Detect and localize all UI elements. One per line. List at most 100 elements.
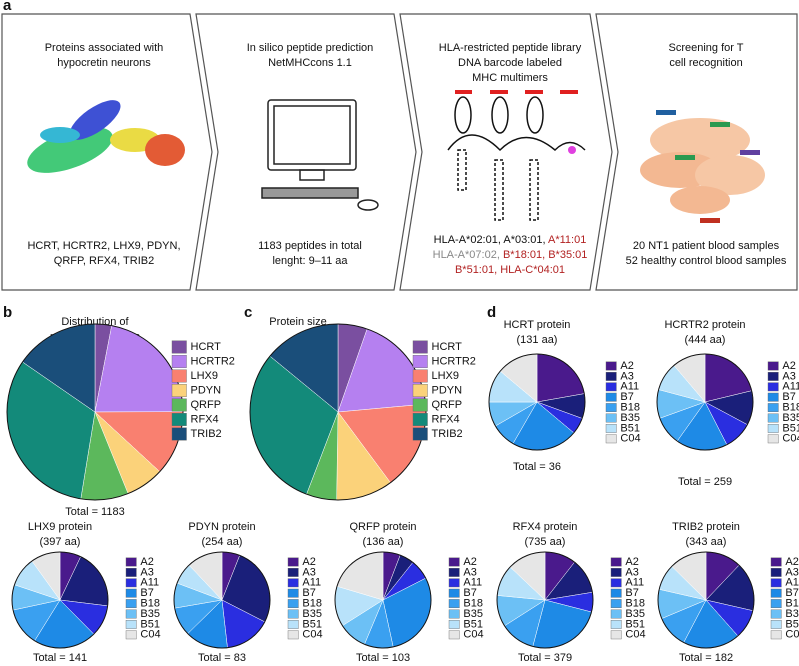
legend-swatch <box>287 588 299 598</box>
legend-label: A3 <box>782 370 795 382</box>
legend-label: B35 <box>140 608 160 620</box>
step-footer: HLA-A*02:01, A*03:01, A*11:01 <box>434 234 587 246</box>
legend-label: HCRTR2 <box>191 355 235 367</box>
legend-label: A11 <box>625 577 644 589</box>
legend-swatch <box>171 340 187 354</box>
legend-swatch <box>767 403 779 412</box>
mhc-multimers <box>447 90 586 221</box>
legend-swatch <box>171 427 187 441</box>
legend-swatch <box>412 355 428 368</box>
legend-swatch <box>770 588 782 598</box>
legend-swatch <box>605 413 617 423</box>
legend-swatch <box>287 620 299 629</box>
chart-title: HCRT protein <box>504 319 571 331</box>
legend-label: A2 <box>785 556 798 568</box>
legend-swatch <box>125 557 137 567</box>
legend-swatch <box>171 398 187 412</box>
legend-swatch <box>605 434 617 444</box>
step-heading: In silico peptide prediction <box>247 42 374 54</box>
legend-label: B18 <box>782 402 799 414</box>
total-label: Total = 103 <box>356 652 410 664</box>
legend-swatch <box>605 424 617 433</box>
legend-label: RFX4 <box>432 413 460 425</box>
legend-swatch <box>770 609 782 619</box>
legend-label: A11 <box>785 577 799 589</box>
legend-label: A3 <box>140 566 153 578</box>
legend-swatch <box>605 392 617 402</box>
legend-label: A11 <box>140 577 159 589</box>
chart-title: (131 aa) <box>517 334 558 346</box>
legend-label: B51 <box>140 618 160 630</box>
legend-label: B35 <box>620 412 640 424</box>
legend-swatch <box>125 588 137 598</box>
step-heading: HLA-restricted peptide library <box>439 42 582 54</box>
legend-label: TRIB2 <box>432 428 463 440</box>
legend-label: B7 <box>140 587 153 599</box>
legend-label: A2 <box>140 556 153 568</box>
legend-label: B51 <box>302 618 322 630</box>
legend-label: C04 <box>620 433 640 445</box>
legend-swatch <box>610 588 622 598</box>
legend-swatch <box>125 568 137 577</box>
legend-label: HCRT <box>432 341 463 353</box>
legend-swatch <box>770 568 782 577</box>
legend-label: C04 <box>140 629 160 641</box>
chart-title: (136 aa) <box>363 536 404 548</box>
legend-label: C04 <box>302 629 322 641</box>
panel-label: d <box>487 304 496 321</box>
pie-outline <box>11 551 109 649</box>
legend-label: A3 <box>620 370 633 382</box>
legend-swatch <box>171 355 187 368</box>
legend-swatch <box>448 630 460 640</box>
legend-label: QRFP <box>191 399 222 411</box>
legend-label: A2 <box>620 360 633 372</box>
legend-label: QRFP <box>432 399 463 411</box>
legend-swatch <box>610 578 622 588</box>
step-heading: Proteins associated with <box>45 42 164 54</box>
legend-label: B51 <box>625 618 645 630</box>
total-label: Total = 1183 <box>65 506 124 518</box>
legend-swatch <box>448 588 460 598</box>
legend-swatch <box>171 369 187 383</box>
footer-segment: QRFP, RFX4, TRIB2 <box>54 255 154 267</box>
legend-swatch <box>767 382 779 392</box>
legend-label: TRIB2 <box>191 428 222 440</box>
legend-label: A3 <box>625 566 638 578</box>
legend-label: C04 <box>463 629 483 641</box>
legend-label: A2 <box>463 556 476 568</box>
legend-label: HCRTR2 <box>432 355 476 367</box>
panel-label: c <box>244 304 252 321</box>
chart-title: PDYN protein <box>188 521 255 533</box>
legend-swatch <box>610 620 622 629</box>
legend-label: B35 <box>625 608 645 620</box>
step-footer: 52 healthy control blood samples <box>626 255 787 267</box>
footer-segment: B*51:01, HLA-C*04:01 <box>455 264 565 276</box>
step-footer: HCRT, HCRTR2, LHX9, PDYN, <box>27 240 180 252</box>
legend-swatch <box>770 578 782 588</box>
legend-label: B18 <box>463 598 483 610</box>
total-label: Total = 83 <box>198 652 246 664</box>
legend-swatch <box>610 609 622 619</box>
chart-title: (397 aa) <box>40 536 81 548</box>
legend-label: B7 <box>625 587 638 599</box>
total-label: Total = 379 <box>518 652 572 664</box>
footer-segment: HCRT, HCRTR2, LHX9, PDYN, <box>27 240 180 252</box>
legend-label: B7 <box>620 391 633 403</box>
legend-label: B18 <box>140 598 160 610</box>
legend-swatch <box>287 609 299 619</box>
legend-label: B51 <box>785 618 799 630</box>
legend-swatch <box>610 630 622 640</box>
legend-label: PDYN <box>432 384 463 396</box>
legend-swatch <box>287 557 299 567</box>
footer-segment: lenght: 9–11 aa <box>272 255 348 267</box>
legend-label: LHX9 <box>432 370 460 382</box>
legend-swatch <box>610 568 622 577</box>
chart-title: (343 aa) <box>686 536 727 548</box>
legend-swatch <box>767 424 779 433</box>
legend-label: B51 <box>620 422 640 434</box>
step-heading: cell recognition <box>669 57 742 69</box>
legend-swatch <box>125 578 137 588</box>
legend-label: C04 <box>785 629 799 641</box>
chart-title: HCRTR2 protein <box>664 319 745 331</box>
legend-label: LHX9 <box>191 370 219 382</box>
